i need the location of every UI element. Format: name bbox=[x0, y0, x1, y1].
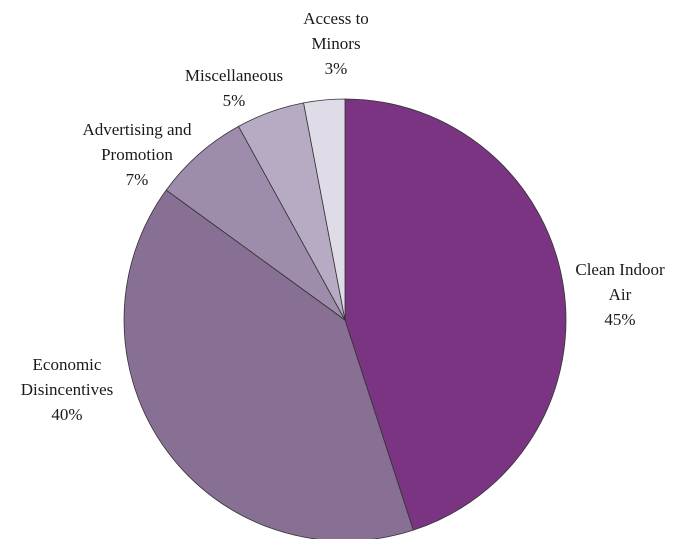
pie-slices bbox=[123, 98, 567, 539]
slice-label-0: Clean Indoor Air 45% bbox=[575, 260, 665, 329]
pie-slice-0 bbox=[344, 98, 567, 531]
slice-label-2: Advertising and Promotion 7% bbox=[82, 120, 192, 189]
slice-value-label: 40% bbox=[51, 405, 82, 424]
slice-name-label: Promotion bbox=[101, 145, 173, 164]
pie-slice-1 bbox=[123, 189, 414, 539]
slice-name-label: Air bbox=[609, 285, 632, 304]
pie-labels: Clean Indoor Air 45% Economic Disincentives 4… bbox=[21, 9, 665, 424]
slice-name-label: Disincentives bbox=[21, 380, 114, 399]
slice-label-1: Economic Disincentives 40% bbox=[21, 355, 114, 424]
slice-name-label: Clean Indoor bbox=[575, 260, 665, 279]
slice-value-label: 3% bbox=[325, 59, 348, 78]
slice-value-label: 45% bbox=[604, 310, 635, 329]
pie-slice-4 bbox=[303, 98, 346, 321]
slice-name-label: Miscellaneous bbox=[185, 66, 283, 85]
slice-label-3: Miscellaneous 5% bbox=[185, 66, 283, 110]
slice-label-4: Access to Minors 3% bbox=[303, 9, 369, 78]
slice-name-label: Minors bbox=[311, 34, 360, 53]
slice-name-label: Advertising and bbox=[82, 120, 192, 139]
slice-value-label: 7% bbox=[126, 170, 149, 189]
slice-value-label: 5% bbox=[223, 91, 246, 110]
slice-name-label: Economic bbox=[33, 355, 102, 374]
slice-name-label: Access to bbox=[303, 9, 369, 28]
